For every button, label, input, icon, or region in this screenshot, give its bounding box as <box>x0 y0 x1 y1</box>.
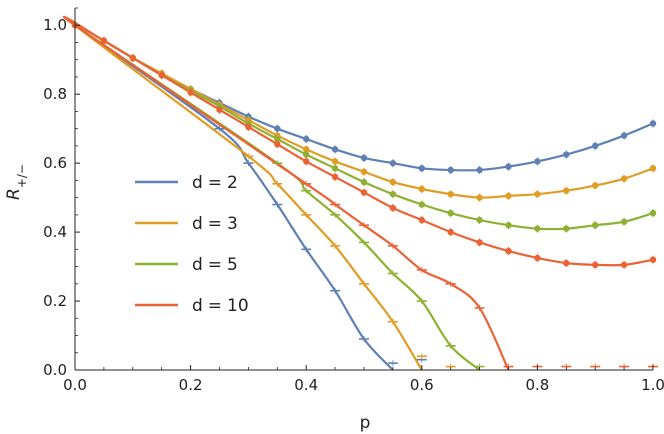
legend-value: 3 <box>227 214 238 234</box>
data-point <box>649 120 657 127</box>
data-point <box>476 166 483 174</box>
legend-d: d <box>192 296 203 316</box>
y-tick-label: 0.0 <box>43 361 67 379</box>
x-tick-label: 1.0 <box>641 376 664 394</box>
legend-label: d = 2 <box>192 173 238 193</box>
data-point <box>592 182 599 189</box>
x-tick-label: 0.8 <box>525 376 549 394</box>
data-point <box>563 259 570 267</box>
data-point <box>331 165 339 172</box>
legend-value: 2 <box>227 173 238 193</box>
data-point <box>274 135 281 143</box>
x-tick-label: 0.4 <box>294 376 318 394</box>
data-point <box>418 201 425 208</box>
legend-d: d <box>192 255 203 275</box>
data-point <box>592 261 599 269</box>
data-point <box>649 256 657 263</box>
ticks: 0.0 0.2 0.4 0.6 0.8 1.0 0.0 0.2 0.4 0.6 0.8 1.0 <box>43 7 664 394</box>
data-point <box>563 187 570 194</box>
data-markers <box>71 21 658 370</box>
data-point <box>592 222 599 229</box>
data-point <box>592 142 599 150</box>
data-point <box>129 54 136 62</box>
legend-label: d = 3 <box>192 214 238 234</box>
data-point <box>389 204 397 212</box>
y-tick-label: 0.2 <box>43 292 67 310</box>
legend: d = 2d = 3d = 5d = 10 <box>135 173 249 316</box>
data-point <box>447 209 454 217</box>
data-point <box>245 123 252 131</box>
data-point <box>158 72 165 79</box>
data-point <box>418 216 425 224</box>
data-point <box>447 166 454 174</box>
data-point <box>447 228 454 236</box>
data-point <box>649 165 657 172</box>
data-point <box>100 37 108 44</box>
data-point <box>505 247 512 255</box>
y-tick-label: 1.0 <box>43 16 67 34</box>
data-point <box>418 165 425 172</box>
data-point <box>534 190 541 198</box>
data-point <box>418 185 425 193</box>
data-point <box>303 158 310 165</box>
data-point <box>274 140 281 148</box>
x-tick-label: 0.6 <box>410 376 434 394</box>
data-point <box>331 146 339 153</box>
y-tick-label: 0.4 <box>43 223 67 241</box>
legend-eq: = <box>208 173 222 193</box>
data-point <box>389 159 397 167</box>
data-point <box>620 175 628 182</box>
data-point <box>331 173 339 181</box>
data-point <box>303 135 310 143</box>
legend-label: d = 10 <box>192 296 249 316</box>
data-point <box>360 178 368 186</box>
data-point <box>620 261 628 269</box>
data-point <box>447 190 454 198</box>
y-tick-label: 0.8 <box>43 85 67 103</box>
data-point <box>360 154 368 162</box>
legend-d: d <box>192 214 203 234</box>
data-point <box>534 254 541 262</box>
legend-eq: = <box>208 214 222 234</box>
data-point <box>620 132 628 139</box>
legend-eq: = <box>208 255 222 275</box>
data-point <box>476 239 483 246</box>
data-point <box>563 151 570 158</box>
y-tick-label: 0.6 <box>43 154 67 172</box>
data-point <box>563 225 570 232</box>
data-point <box>303 151 310 158</box>
data-point <box>505 163 512 170</box>
data-point <box>360 168 368 175</box>
data-point <box>389 178 397 186</box>
data-point <box>303 146 310 153</box>
data-point <box>505 192 512 200</box>
data-point <box>476 194 483 201</box>
data-point <box>216 106 223 113</box>
data-point <box>360 189 368 196</box>
y-axis-label: R+/− <box>4 164 29 200</box>
data-point <box>534 225 541 232</box>
legend-d: d <box>192 173 203 193</box>
legend-label: d = 5 <box>192 255 238 275</box>
data-point <box>620 218 628 225</box>
data-point <box>389 190 397 198</box>
data-point <box>649 209 657 217</box>
x-tick-label: 0.0 <box>63 376 87 394</box>
data-point <box>187 89 194 96</box>
data-point <box>505 222 512 229</box>
data-point <box>274 125 281 132</box>
data-point <box>534 158 541 165</box>
legend-value: 5 <box>227 255 238 275</box>
legend-eq: = <box>208 296 222 316</box>
data-point <box>476 216 483 224</box>
x-tick-label: 0.2 <box>179 376 203 394</box>
legend-value: 10 <box>227 296 249 316</box>
data-point <box>331 158 339 165</box>
x-axis-label: p <box>360 413 371 433</box>
